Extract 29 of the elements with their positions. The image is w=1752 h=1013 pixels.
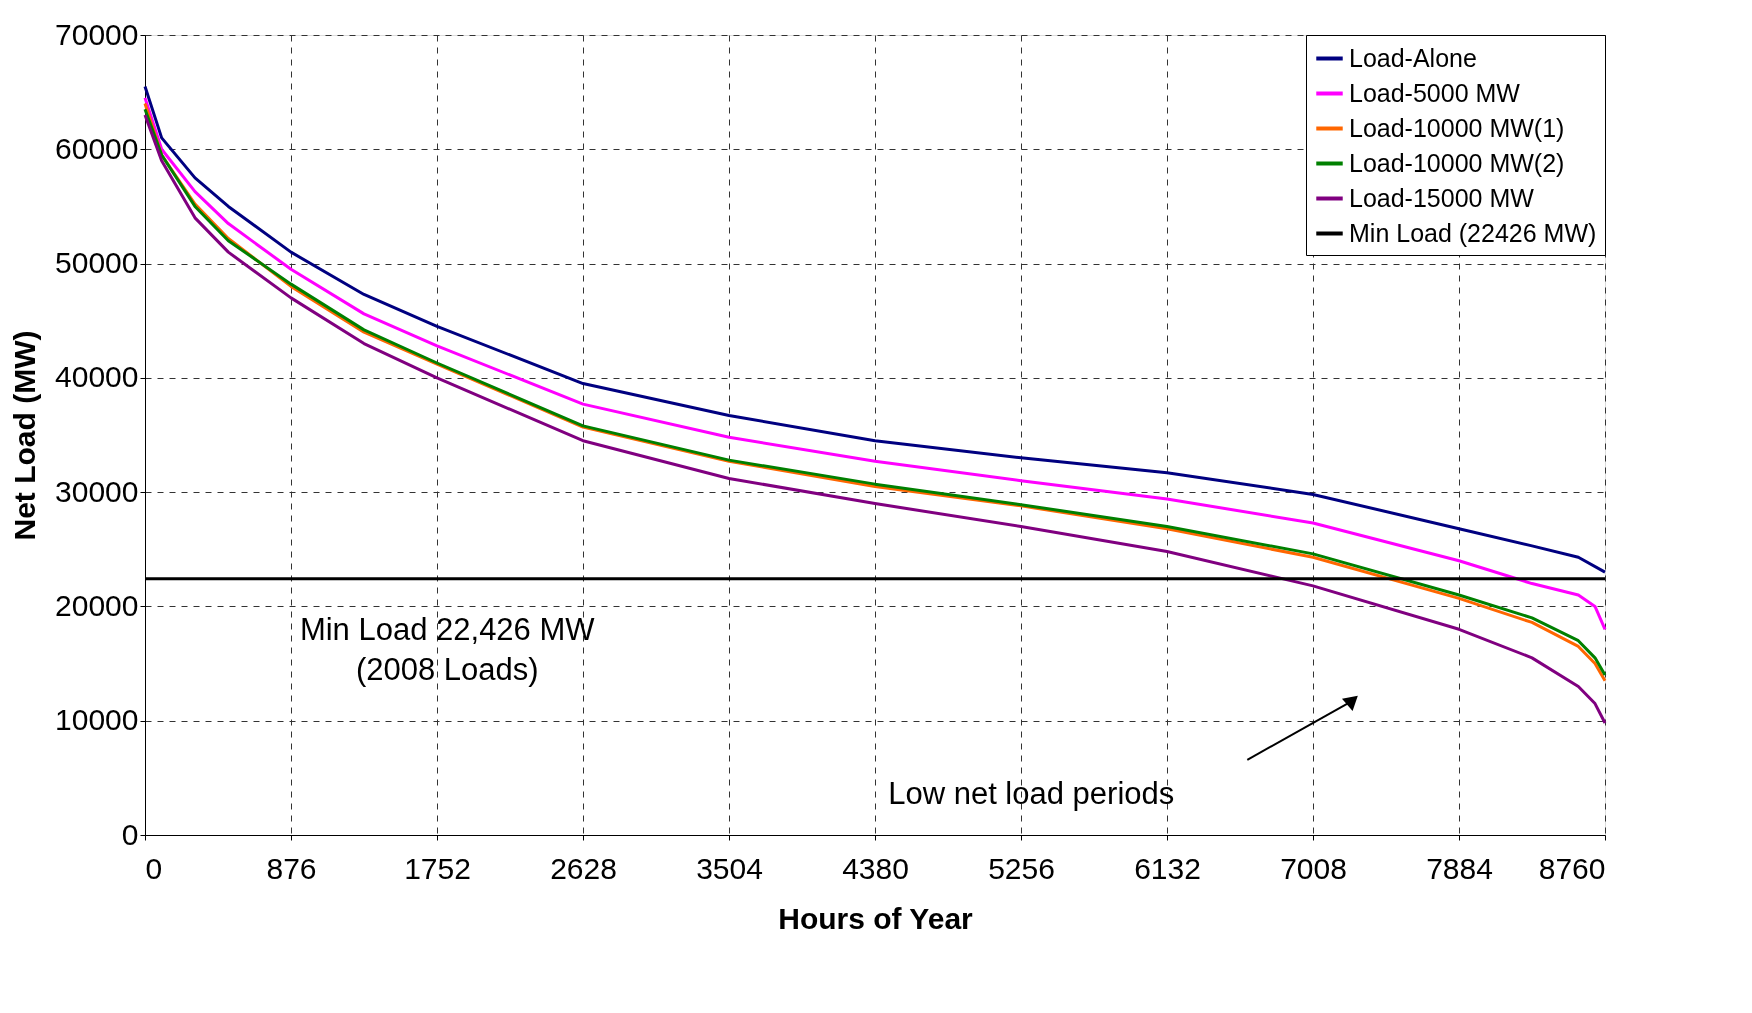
x-tick-label: 6132 — [1134, 851, 1201, 885]
x-tick-label: 876 — [266, 851, 317, 885]
x-tick-label: 2628 — [550, 851, 617, 885]
legend-label: Load-10000 MW(1) — [1349, 113, 1565, 142]
x-tick-label: 5256 — [988, 851, 1055, 885]
legend-label: Load-5000 MW — [1349, 78, 1521, 107]
x-tick-label: 1752 — [404, 851, 471, 885]
legend-label: Load-10000 MW(2) — [1349, 148, 1565, 177]
x-tick-label: 4380 — [842, 851, 909, 885]
y-tick-label: 0 — [121, 817, 139, 851]
x-tick-label: 8760 — [1538, 851, 1606, 885]
annotation: Low net load periods — [888, 776, 1175, 811]
legend-label: Load-Alone — [1349, 43, 1477, 72]
y-tick-label: 40000 — [55, 360, 139, 394]
y-tick-label: 70000 — [55, 17, 139, 51]
y-axis-title: Net Load (MW) — [8, 330, 42, 541]
x-axis-title: Hours of Year — [778, 901, 974, 935]
legend-label: Min Load (22426 MW) — [1349, 218, 1597, 247]
legend-label: Load-15000 MW — [1349, 183, 1535, 212]
x-tick-label: 3504 — [696, 851, 763, 885]
x-tick-label: 7884 — [1426, 851, 1493, 885]
y-tick-label: 60000 — [55, 131, 139, 165]
y-tick-label: 50000 — [55, 246, 139, 280]
annotation: Min Load 22,426 MW (2008 Loads) — [299, 612, 596, 687]
x-tick-label: 0 — [145, 851, 163, 885]
y-tick-label: 20000 — [55, 588, 139, 622]
y-tick-label: 10000 — [55, 703, 139, 737]
x-tick-label: 7008 — [1280, 851, 1347, 885]
y-tick-label: 30000 — [55, 474, 139, 508]
